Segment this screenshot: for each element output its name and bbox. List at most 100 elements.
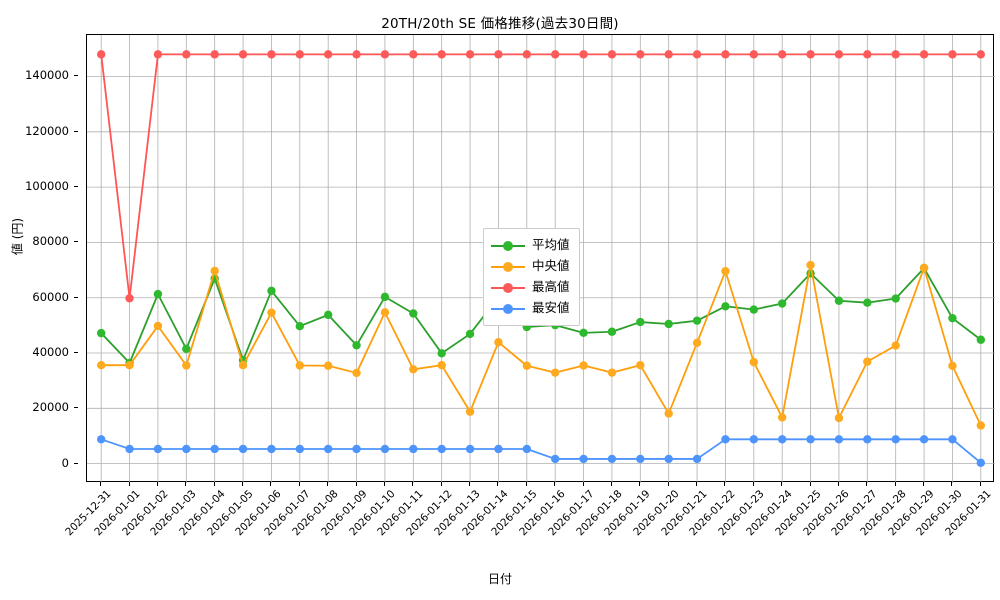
data-point (976, 50, 986, 59)
legend-item-4[interactable]: 最安値 (491, 298, 570, 319)
data-point (125, 294, 134, 303)
data-point (96, 360, 106, 370)
x-tick-mark (242, 482, 244, 486)
plot-svg (87, 35, 995, 483)
data-point (494, 444, 503, 454)
x-tick-mark (355, 482, 357, 486)
data-point (891, 294, 900, 303)
data-point (692, 454, 702, 464)
data-point (437, 444, 446, 454)
x-tick-mark (781, 482, 783, 486)
x-tick-mark (270, 482, 272, 486)
data-point (437, 50, 446, 59)
legend-label: 平均値 (532, 237, 570, 253)
chart-title: 20TH/20th SE 価格推移(過去30日間) (381, 16, 619, 32)
data-point (749, 357, 759, 367)
data-point (834, 413, 844, 423)
y-tick-mark (74, 186, 78, 188)
legend-swatch-icon (491, 281, 525, 295)
data-point (210, 266, 219, 276)
data-point (721, 50, 730, 59)
series-4 (96, 435, 986, 468)
data-point (323, 361, 333, 370)
y-axis-ticks: 0 20000 40000 60000 80000 100000 120000 140000 (0, 34, 78, 482)
data-point (891, 435, 900, 444)
data-point (863, 357, 872, 366)
data-point (96, 50, 106, 59)
data-point (153, 289, 163, 299)
data-point (323, 444, 333, 454)
data-point (125, 360, 134, 370)
x-tick-mark (639, 482, 641, 486)
data-point (976, 421, 986, 430)
data-point (182, 50, 191, 59)
y-tick-mark (74, 296, 78, 298)
x-tick-mark (213, 482, 215, 486)
data-point (238, 50, 248, 59)
data-point (295, 50, 305, 59)
legend-swatch-icon (491, 239, 525, 253)
x-tick-mark (809, 482, 811, 486)
x-tick-mark (837, 482, 839, 486)
data-point (948, 361, 957, 370)
data-point (777, 299, 787, 308)
data-point (295, 444, 305, 454)
x-tick-mark (327, 482, 329, 486)
x-tick-mark (440, 482, 442, 486)
data-point (692, 316, 702, 325)
series-line (100, 264, 982, 427)
data-point (295, 322, 305, 331)
x-tick-mark (951, 482, 953, 486)
data-point (777, 435, 787, 444)
data-point (522, 50, 532, 59)
x-tick-mark (383, 482, 385, 486)
data-point (409, 309, 418, 318)
data-point (550, 50, 560, 59)
x-tick-mark (923, 482, 925, 486)
y-tick-mark (74, 130, 78, 132)
legend-item-2[interactable]: 中央値 (491, 256, 570, 277)
data-point (465, 329, 475, 339)
legend-label: 中央値 (532, 258, 570, 274)
data-point (863, 298, 872, 307)
data-point (352, 50, 361, 59)
x-tick-mark (667, 482, 669, 486)
y-tick-label: 20000 (32, 400, 69, 415)
data-point (295, 361, 305, 370)
data-point (891, 341, 900, 350)
series-line (100, 267, 982, 364)
x-tick-mark (610, 482, 612, 486)
data-point (522, 361, 532, 370)
data-point (153, 321, 163, 331)
data-point (96, 435, 106, 444)
data-point (579, 50, 588, 59)
data-point (409, 365, 418, 374)
data-point (352, 368, 361, 378)
data-point (806, 50, 815, 59)
x-tick-mark (724, 482, 726, 486)
data-point (948, 50, 957, 59)
y-tick-mark (74, 241, 78, 243)
data-point (465, 444, 475, 454)
data-point (834, 50, 844, 59)
data-point (550, 368, 560, 377)
data-point (607, 454, 617, 464)
data-point (352, 341, 361, 350)
data-point (919, 50, 929, 59)
data-point (664, 50, 673, 59)
legend-label: 最安値 (532, 300, 570, 316)
legend-swatch-icon (491, 302, 525, 316)
x-axis-ticks: 2025-12-31 2026-01-01 2026-01-02 2026-01-03… (63, 482, 994, 592)
data-point (721, 435, 730, 444)
legend-item-1[interactable]: 平均値 (491, 235, 570, 256)
data-point (210, 444, 219, 454)
data-point (238, 444, 248, 454)
data-point (494, 50, 503, 59)
data-point (437, 360, 446, 370)
data-point (579, 328, 588, 338)
legend-item-3[interactable]: 最高値 (491, 277, 570, 298)
data-point (323, 310, 333, 320)
data-point (891, 50, 900, 59)
legend-label: 最高値 (532, 279, 570, 295)
series-2 (96, 260, 986, 430)
